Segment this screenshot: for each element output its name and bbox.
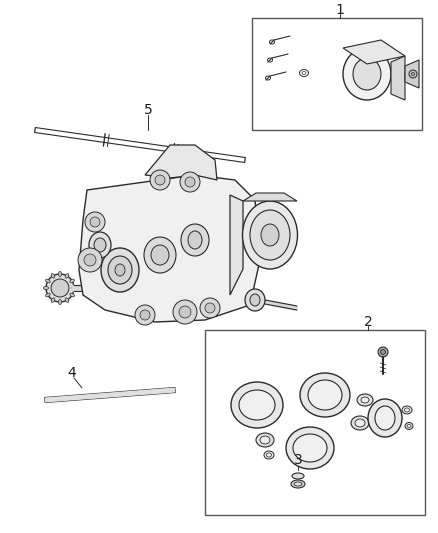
Ellipse shape xyxy=(256,433,274,447)
Ellipse shape xyxy=(243,201,297,269)
Text: 4: 4 xyxy=(67,366,76,380)
Ellipse shape xyxy=(407,424,411,427)
Ellipse shape xyxy=(261,224,279,246)
Ellipse shape xyxy=(381,350,385,354)
Text: 1: 1 xyxy=(336,3,344,17)
Ellipse shape xyxy=(300,373,350,417)
Ellipse shape xyxy=(355,419,365,427)
Ellipse shape xyxy=(375,406,395,430)
Ellipse shape xyxy=(411,72,414,76)
Ellipse shape xyxy=(150,170,170,190)
Ellipse shape xyxy=(84,254,96,266)
Ellipse shape xyxy=(231,382,283,428)
Bar xyxy=(252,18,422,130)
Ellipse shape xyxy=(200,298,220,318)
Ellipse shape xyxy=(144,237,176,273)
Ellipse shape xyxy=(353,58,381,90)
Ellipse shape xyxy=(361,397,369,403)
Ellipse shape xyxy=(205,303,215,313)
Ellipse shape xyxy=(308,380,342,410)
Ellipse shape xyxy=(173,300,197,324)
Ellipse shape xyxy=(181,224,209,256)
Text: 3: 3 xyxy=(293,453,302,467)
Text: 5: 5 xyxy=(144,103,152,117)
Ellipse shape xyxy=(108,256,132,284)
Ellipse shape xyxy=(51,273,55,278)
Ellipse shape xyxy=(46,293,50,297)
Ellipse shape xyxy=(51,298,55,302)
Polygon shape xyxy=(243,193,297,201)
Ellipse shape xyxy=(357,394,373,406)
Ellipse shape xyxy=(351,416,369,430)
Ellipse shape xyxy=(405,408,410,412)
Ellipse shape xyxy=(140,310,150,320)
Ellipse shape xyxy=(343,48,391,100)
Ellipse shape xyxy=(115,264,125,276)
Polygon shape xyxy=(343,40,405,64)
Ellipse shape xyxy=(71,287,77,289)
Ellipse shape xyxy=(292,473,304,479)
Ellipse shape xyxy=(59,300,61,304)
Ellipse shape xyxy=(264,451,274,459)
Ellipse shape xyxy=(135,305,155,325)
Ellipse shape xyxy=(286,427,334,469)
Ellipse shape xyxy=(260,436,270,444)
Polygon shape xyxy=(230,195,243,295)
Ellipse shape xyxy=(188,231,202,249)
Ellipse shape xyxy=(101,248,139,292)
Ellipse shape xyxy=(409,70,417,78)
Ellipse shape xyxy=(378,347,388,357)
Ellipse shape xyxy=(151,245,169,265)
Ellipse shape xyxy=(94,238,106,252)
Ellipse shape xyxy=(250,294,260,306)
Ellipse shape xyxy=(245,289,265,311)
Ellipse shape xyxy=(293,434,327,462)
Ellipse shape xyxy=(70,279,74,283)
Ellipse shape xyxy=(405,423,413,430)
Ellipse shape xyxy=(46,279,50,283)
Polygon shape xyxy=(145,145,217,180)
Ellipse shape xyxy=(179,306,191,318)
Ellipse shape xyxy=(239,390,275,420)
Polygon shape xyxy=(405,60,419,88)
Ellipse shape xyxy=(250,210,290,260)
Ellipse shape xyxy=(65,273,69,278)
Polygon shape xyxy=(391,56,405,100)
Ellipse shape xyxy=(78,248,102,272)
Ellipse shape xyxy=(266,453,272,457)
Ellipse shape xyxy=(291,480,305,488)
Ellipse shape xyxy=(294,482,302,486)
Bar xyxy=(205,330,425,515)
Ellipse shape xyxy=(43,287,49,289)
Ellipse shape xyxy=(180,172,200,192)
Polygon shape xyxy=(79,175,260,322)
Ellipse shape xyxy=(89,232,111,258)
Ellipse shape xyxy=(402,406,412,414)
Ellipse shape xyxy=(155,175,165,185)
Ellipse shape xyxy=(185,177,195,187)
Ellipse shape xyxy=(59,271,61,277)
Ellipse shape xyxy=(70,293,74,297)
Ellipse shape xyxy=(65,298,69,302)
Ellipse shape xyxy=(90,217,100,227)
Ellipse shape xyxy=(368,399,402,437)
Ellipse shape xyxy=(85,212,105,232)
Ellipse shape xyxy=(51,279,69,297)
Text: 2: 2 xyxy=(364,315,372,329)
Polygon shape xyxy=(45,387,175,402)
Ellipse shape xyxy=(46,274,74,302)
